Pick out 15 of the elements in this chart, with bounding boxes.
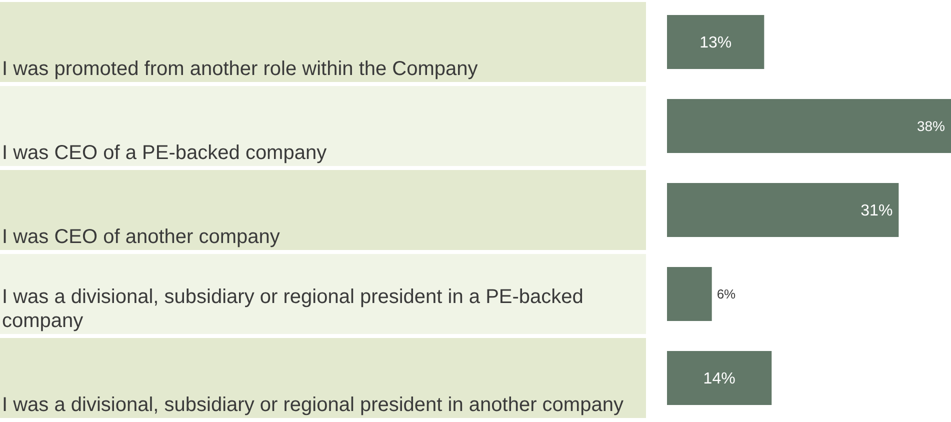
- bar: [667, 183, 899, 237]
- data-label: 38%: [916, 118, 945, 134]
- y-tick-label: I was CEO of a PE-backed company: [2, 142, 327, 164]
- data-label: 14%: [703, 370, 736, 388]
- y-tick-label: I was a divisional, subsidiary or regional president in a PE-backed company: [2, 286, 584, 332]
- data-label: 31%: [860, 202, 893, 220]
- bar: [667, 267, 712, 321]
- y-tick-label: I was a divisional, subsidiary or regional president in another company: [2, 394, 624, 416]
- y-tick-label: I was CEO of another company: [2, 226, 280, 248]
- bar: [667, 351, 772, 405]
- data-label: 13%: [700, 34, 732, 52]
- data-label: 6%: [716, 286, 736, 302]
- bar: [667, 99, 951, 153]
- bar: [667, 15, 764, 69]
- y-tick-label: I was promoted from another role within the Company: [2, 58, 478, 80]
